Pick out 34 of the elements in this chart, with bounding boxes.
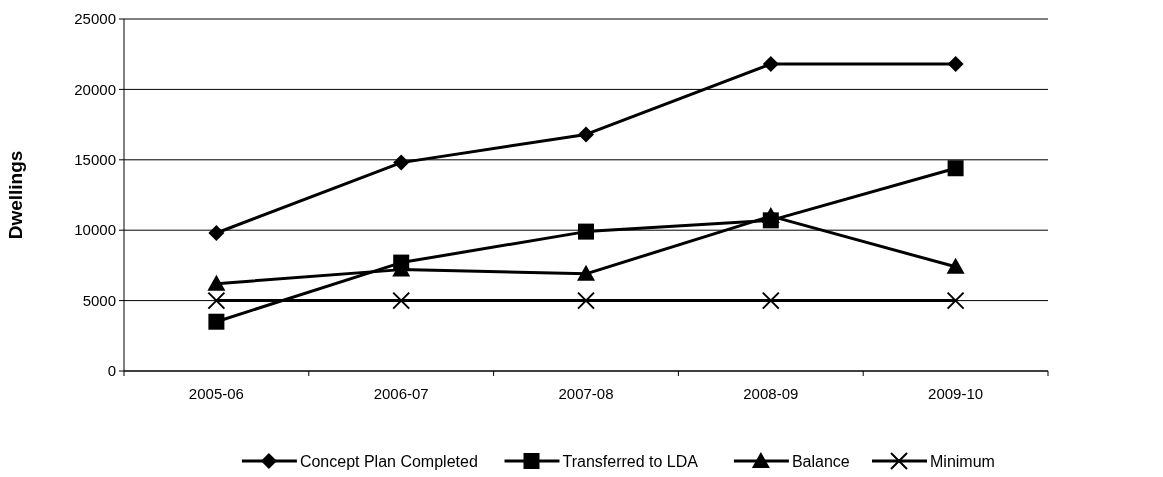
legend-label: Minimum: [930, 452, 995, 470]
point: [947, 56, 964, 73]
y-tick-label: 10000: [74, 221, 116, 239]
y-tick-label: 5000: [82, 291, 116, 309]
point: [208, 313, 225, 330]
y-tick-label: 20000: [74, 80, 116, 98]
y-axis-title: Dwellings: [5, 150, 26, 240]
point: [207, 274, 226, 291]
point: [946, 291, 965, 310]
point: [393, 154, 410, 171]
x-tick-label: 2006-07: [373, 385, 429, 402]
point: [208, 225, 225, 242]
x-tick-label: 2005-06: [188, 385, 244, 402]
point: [393, 254, 410, 271]
legend-label: Transferred to LDA: [562, 452, 699, 470]
point: [392, 291, 411, 310]
legend-label: Balance: [791, 452, 850, 470]
x-tick-label: 2009-10: [928, 385, 984, 402]
y-tick-label: 0: [107, 362, 116, 380]
point: [578, 126, 594, 143]
y-tick-label: 25000: [74, 10, 116, 28]
point: [761, 291, 780, 310]
point: [762, 212, 779, 229]
x-tick-label: 2008-09: [743, 385, 799, 402]
point: [947, 160, 964, 177]
point: [578, 223, 594, 240]
point: [207, 291, 226, 310]
point: [577, 264, 595, 281]
point: [577, 291, 595, 310]
x-tick-label: 2007-08: [558, 385, 614, 402]
legend-label: Concept Plan Completed: [299, 452, 478, 470]
point: [946, 257, 965, 274]
y-tick-label: 15000: [74, 151, 116, 169]
point: [762, 56, 779, 73]
